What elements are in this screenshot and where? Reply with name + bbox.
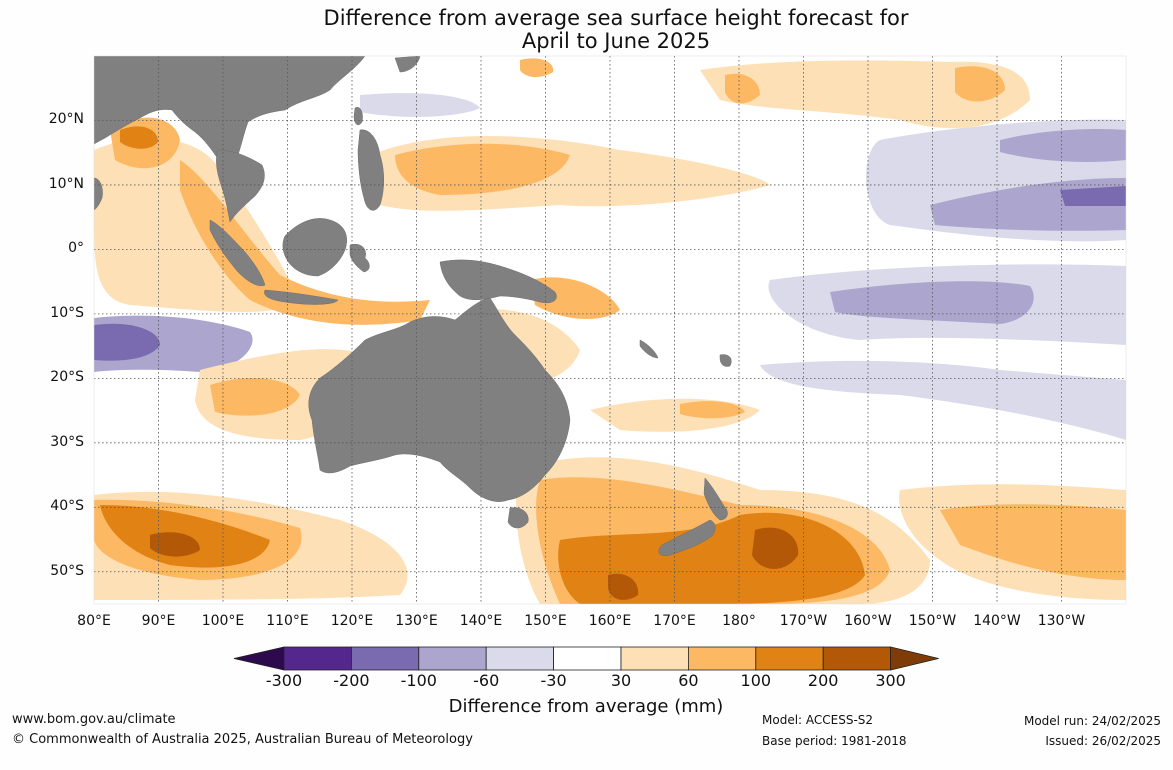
longitude-label: 150°W — [908, 613, 957, 629]
graticule — [94, 56, 1126, 604]
anomaly-pos-western-pacific-core — [395, 143, 570, 195]
colorbar-swatch — [822, 646, 892, 671]
longitude-label: 130°W — [1037, 613, 1086, 629]
latitude-label: 10°S — [50, 304, 84, 321]
anomaly-pos-south-indian-core — [210, 377, 300, 416]
new-guinea — [439, 259, 557, 304]
map-title-line-2: April to June 2025 — [521, 29, 711, 53]
longitude-label: 110°E — [266, 613, 309, 629]
longitude-label: 180° — [722, 613, 756, 629]
latitude-label: 20°S — [50, 369, 84, 386]
anomaly-pos-nz-peak — [752, 527, 799, 569]
latitude-label: 20°N — [48, 111, 84, 128]
anomaly-pos-southern-ocean-west-peak — [150, 532, 200, 557]
latitude-label: 0° — [68, 240, 84, 257]
anomaly-pos-north-small — [520, 58, 554, 78]
colorbar-swatch — [620, 646, 689, 671]
anomaly-pos-tasman-peak — [608, 573, 639, 600]
latitude-label: 10°N — [48, 175, 84, 192]
new-caledonia — [639, 339, 659, 359]
longitude-label: 120°E — [330, 613, 374, 629]
longitude-label: 170°W — [779, 613, 828, 629]
sulawesi — [349, 244, 370, 273]
anomaly-pos-solomon — [530, 277, 620, 320]
longitude-label: 140°E — [459, 613, 503, 629]
colorbar-swatch — [553, 646, 622, 671]
website-link[interactable]: www.bom.gov.au/climate — [12, 712, 176, 727]
new-zealand-north — [703, 477, 728, 521]
colorbar-swatch — [283, 646, 352, 671]
anomaly-pos-south-pacific-central-core — [680, 401, 745, 419]
colorbar — [233, 646, 939, 671]
colorbar-title: Difference from average (mm) — [448, 696, 724, 717]
anomaly-pos-north-east-core — [955, 66, 1005, 102]
map-border — [93, 55, 1127, 605]
philippines — [357, 129, 384, 211]
longitude-label: 90°E — [141, 613, 176, 629]
colorbar-tick-label: 200 — [807, 671, 839, 690]
colorbar-swatch — [350, 646, 420, 671]
anomaly-pos-southeast-pacific-core — [940, 504, 1126, 580]
anomaly-neg-north-pacific-2 — [1000, 129, 1126, 163]
longitude-label: 130°E — [395, 613, 438, 629]
longitude-label: 140°W — [973, 613, 1021, 629]
issued-date: Issued: 26/02/2025 — [1045, 734, 1161, 748]
anomaly-neg-north-pacific-3 — [1060, 186, 1126, 206]
latitude-label: 30°S — [50, 433, 84, 450]
indochina — [216, 149, 265, 223]
sumatra — [209, 219, 266, 286]
australia — [308, 297, 571, 502]
colorbar-tick-label: -100 — [400, 671, 437, 690]
anomaly-neg-subtropical-north — [360, 93, 480, 117]
anomaly-pos-north-east — [700, 60, 1030, 129]
anomaly-neg-central-pacific-lower — [760, 360, 1126, 440]
land-masses — [94, 56, 732, 556]
longitude-label: 150°E — [524, 613, 567, 629]
model-name: Model: ACCESS-S2 — [762, 713, 874, 727]
latitude-label: 40°S — [50, 498, 84, 515]
sri-lanka — [94, 177, 103, 211]
tasmania — [507, 507, 529, 529]
colorbar-swatch — [418, 646, 487, 671]
colorbar-tick-label: -300 — [265, 671, 303, 690]
latitude-label: 50°S — [50, 562, 84, 579]
longitude-label: 100°E — [201, 613, 245, 629]
borneo — [282, 218, 347, 277]
colorbar-max-arrow — [890, 646, 939, 671]
colorbar-tick-label: 300 — [875, 671, 906, 690]
model-run-date: Model run: 24/02/2025 — [1023, 714, 1161, 728]
anomaly-neg-indian-ocean-core — [94, 323, 160, 361]
fiji — [719, 354, 732, 367]
colorbar-tick-label: 30 — [610, 671, 632, 690]
anomaly-pos-indonesian-seas — [180, 160, 430, 325]
longitude-label: 160°W — [844, 613, 892, 629]
longitude-label: 160°E — [588, 613, 632, 629]
java — [264, 289, 339, 305]
anomaly-pos-bay-of-bengal-core — [120, 126, 158, 149]
colorbar-tick-label: -30 — [540, 671, 567, 690]
taiwan — [353, 107, 363, 126]
colorbar-tick-label: -60 — [473, 671, 500, 690]
colorbar-tick-label: -200 — [333, 671, 370, 690]
longitude-label: 80°E — [77, 613, 111, 629]
colorbar-tick-label: 60 — [678, 671, 699, 690]
anomaly-pos-north-central — [725, 73, 760, 104]
copyright-notice: © Commonwealth of Australia 2025, Austra… — [12, 732, 473, 747]
new-zealand-south — [658, 519, 716, 556]
colorbar-min-arrow — [233, 646, 285, 671]
colorbar-swatch — [485, 646, 555, 671]
base-period: Base period: 1981-2018 — [762, 734, 907, 748]
anomaly-neg-south-pacific-core — [830, 281, 1034, 324]
colorbar-swatch — [688, 646, 757, 671]
longitude-label: 170°E — [653, 613, 696, 629]
map-title-line-1: Difference from average sea surface heig… — [323, 6, 909, 30]
colorbar-swatch — [755, 646, 824, 671]
colorbar-tick-label: 100 — [740, 671, 772, 690]
